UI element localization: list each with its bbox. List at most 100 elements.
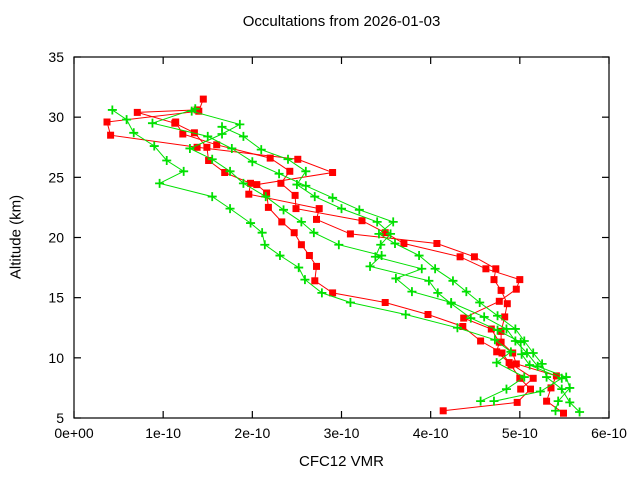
occultation-green-2-point-marker (296, 217, 306, 227)
occultation-green-1-point-marker (107, 105, 117, 115)
occultation-green-1-point-marker (179, 166, 189, 176)
occultation-green-1-point-marker (162, 155, 172, 165)
occultation-red-2-point-marker (203, 143, 211, 151)
occultation-green-1-point-marker (129, 128, 139, 138)
occultation-green-4-point-marker (190, 104, 200, 114)
occultation-green-1-point-marker (490, 335, 500, 345)
occultation-red-3-point-marker (517, 385, 525, 393)
x-axis-label: CFC12 VMR (298, 453, 384, 470)
occultation-red-2-point-marker (547, 384, 555, 392)
occultation-green-3-point-marker (551, 406, 560, 416)
occultation-green-4-point-marker (388, 217, 398, 227)
occultation-green-2-point-marker (365, 261, 375, 271)
occultation-red-1-point-marker (329, 289, 337, 297)
occultation-green-4-point-marker (203, 131, 213, 141)
occultation-green-2-point-marker (517, 349, 527, 359)
occultation-red-1-point-marker (103, 118, 111, 126)
occultation-red-1-point-marker (290, 229, 298, 237)
occultation-green-4-point-marker (575, 407, 585, 417)
x-tick-label: 4e-10 (413, 425, 449, 441)
occultation-red-1-point-marker (278, 218, 286, 226)
occultation-green-3-point-marker (310, 192, 320, 202)
occultation-green-1-point-marker (122, 115, 132, 125)
occultation-green-3-point-marker (417, 264, 427, 274)
occultation-green-1-point-marker (207, 192, 217, 202)
occultation-green-4-point-marker (301, 181, 311, 191)
occultation-red-2-point-marker (313, 215, 320, 223)
occultation-green-4-point-marker (565, 397, 575, 407)
occultation-red-2-point-marker (470, 253, 478, 261)
x-tick-label: 1e-10 (145, 425, 181, 441)
occultation-green-1-point-marker (225, 204, 235, 214)
occultation-red-2-point-marker (245, 190, 253, 198)
occultation-red-3-point-marker (172, 118, 180, 126)
occultation-green-3-point-marker (376, 240, 386, 250)
occultation-green-4-point-marker (247, 157, 257, 167)
x-tick-label: 2e-10 (234, 425, 270, 441)
occultation-red-3-point-marker (266, 154, 274, 162)
occultation-green-2-point-marker (279, 205, 289, 215)
occultation-green-4-point-marker (328, 193, 338, 203)
occultation-green-4-point-marker (461, 287, 471, 297)
occultation-red-1-point-marker (313, 262, 320, 270)
occultation-red-3-point-marker (358, 217, 366, 225)
occultation-red-1-line (106, 98, 532, 412)
occultation-green-3-point-marker (238, 131, 248, 141)
occultation-green-1-point-marker (506, 347, 516, 357)
occultation-green-2-point-marker (466, 313, 476, 323)
x-tick-label: 6e-10 (591, 425, 627, 441)
occultation-green-1-point-marker (294, 263, 304, 273)
occultation-green-2-point-marker (309, 228, 319, 238)
occultation-green-4-point-marker (147, 118, 157, 128)
occultation-red-3-point-marker (286, 167, 294, 175)
occultation-red-3-point-marker (487, 325, 495, 333)
occultation-red-2-point-marker (346, 230, 354, 238)
occultation-red-3-point-marker (213, 141, 221, 149)
occultation-red-3-point-marker (505, 359, 513, 367)
occultation-red-2-point-marker (497, 286, 505, 294)
occultation-green-4-point-marker (510, 324, 520, 334)
y-tick-label: 25 (48, 169, 64, 185)
occultation-green-4-point-marker (542, 372, 552, 382)
occultation-green-1-point-marker (260, 240, 270, 250)
occultation-green-4-point-marker (537, 359, 547, 369)
x-tick-label: 3e-10 (324, 425, 360, 441)
occultation-red-1-point-marker (513, 398, 521, 406)
occultation-green-2-point-marker (235, 119, 245, 129)
occultation-red-3-point-marker (482, 265, 490, 273)
occultation-green-4-point-marker (493, 311, 503, 321)
occultation-red-2-point-marker (512, 360, 520, 368)
occultation-green-1-point-marker (519, 372, 529, 382)
y-tick-label: 5 (56, 410, 64, 426)
occultation-green-4-point-marker (227, 143, 237, 153)
occultation-red-2-point-marker (509, 349, 517, 357)
occultation-green-3-point-marker (501, 324, 511, 334)
occultation-red-3-point-marker (292, 205, 300, 213)
occultation-red-2-point-marker (315, 205, 323, 213)
occultation-red-1-point-marker (381, 299, 389, 306)
occultation-red-1-point-marker (297, 241, 305, 249)
occultation-green-3-point-marker (391, 273, 401, 283)
occultation-green-2-point-marker (238, 178, 248, 188)
occultation-red-1-point-marker (294, 155, 302, 163)
occultation-green-2-point-marker (493, 325, 503, 335)
occultation-red-2-point-marker (221, 169, 229, 176)
y-tick-label: 35 (48, 49, 64, 65)
occultation-green-2-point-marker (185, 143, 195, 153)
occultation-red-2-point-marker (133, 108, 141, 116)
x-tick-label: 5e-10 (502, 425, 538, 441)
occultation-green-4-point-marker (475, 297, 485, 307)
occultation-red-2-line (137, 109, 564, 414)
occultation-red-1-point-marker (477, 337, 485, 345)
occultation-green-3-point-marker (553, 396, 563, 406)
occultation-green-1-point-marker (246, 218, 256, 228)
occultation-green-2-point-marker (535, 387, 545, 397)
occultation-red-2-point-marker (205, 157, 213, 164)
occultation-green-2-point-marker (225, 166, 235, 176)
occultation-red-2-point-marker (433, 240, 441, 247)
occultation-green-4-point-marker (448, 276, 458, 286)
occultation-green-1-point-marker (149, 141, 159, 151)
occultation-red-3-point-marker (512, 285, 520, 293)
occultation-red-2-point-marker (560, 409, 567, 417)
